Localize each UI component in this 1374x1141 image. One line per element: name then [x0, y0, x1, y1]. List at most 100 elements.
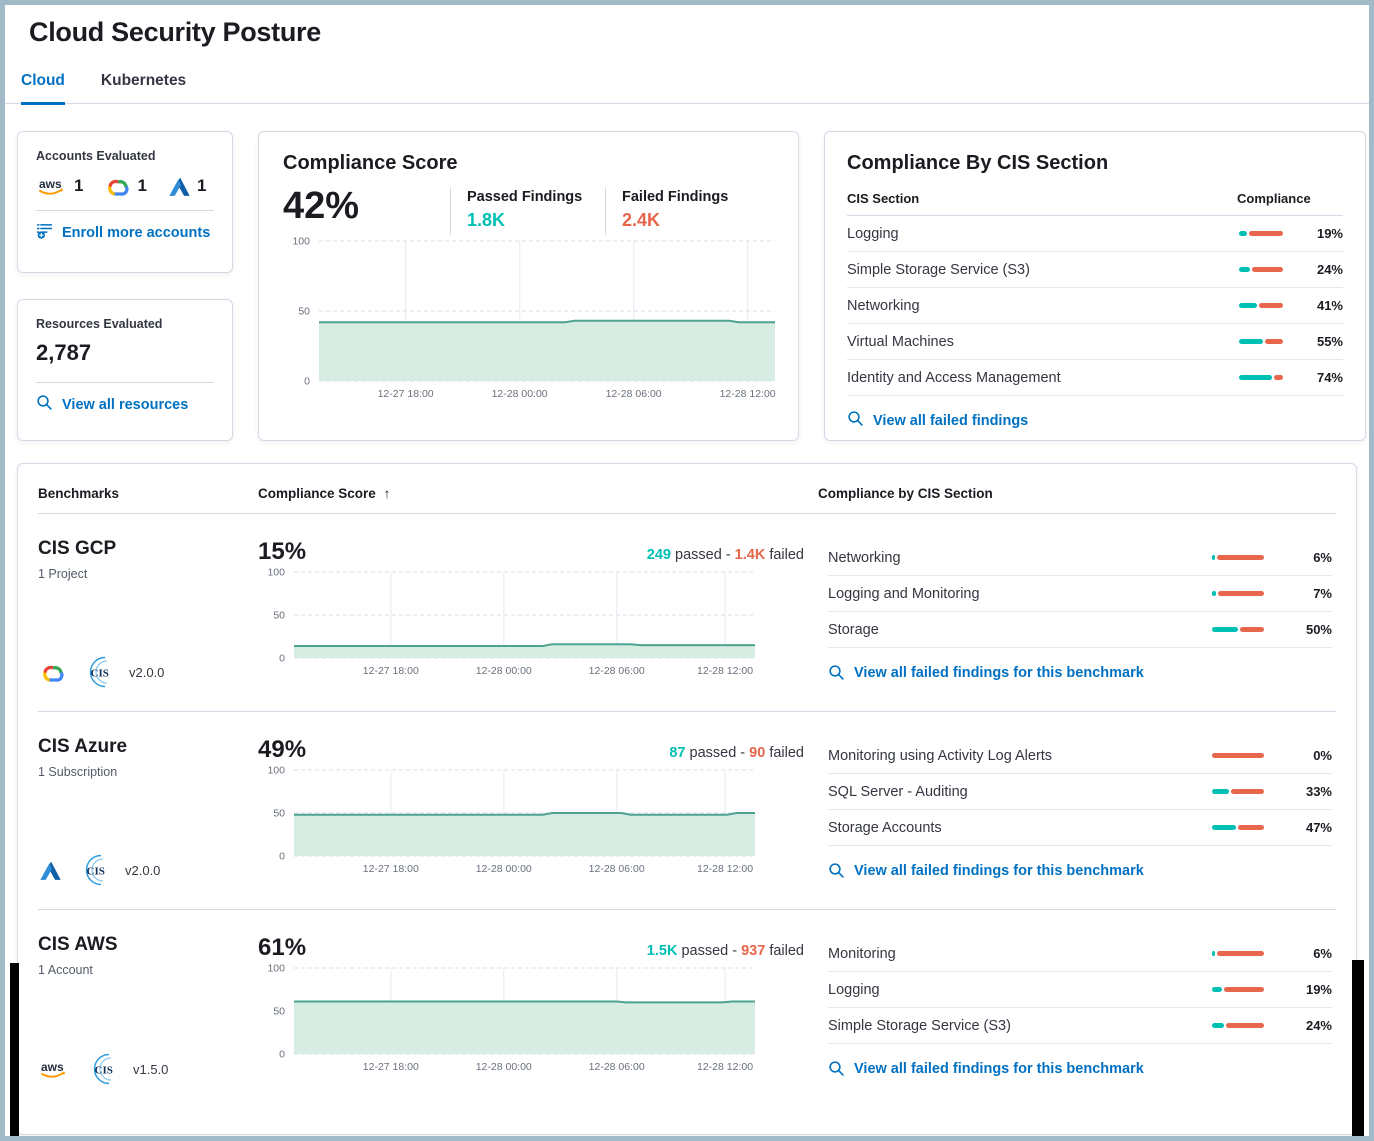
cis-section-name: Virtual Machines — [847, 333, 954, 350]
search-icon — [36, 394, 53, 415]
svg-text:12-28 06:00: 12-28 06:00 — [589, 863, 645, 875]
benchmark-info: CIS Azure 1 Subscription CIS v2.0.0 — [38, 736, 258, 893]
cis-section-row: Networking 41% — [847, 288, 1343, 324]
compliance-percent: 0% — [1313, 748, 1332, 763]
view-failed-findings-benchmark-link[interactable]: View all failed findings for this benchm… — [828, 664, 1144, 681]
cis-logo-icon: CIS — [93, 1053, 113, 1085]
cis-section-name: Logging — [828, 981, 880, 998]
cis-section-name: Simple Storage Service (S3) — [828, 1017, 1011, 1034]
compliance-mini-bar — [1239, 339, 1283, 344]
cis-section-row: Logging 19% — [828, 972, 1332, 1008]
enroll-more-accounts-link[interactable]: Enroll more accounts — [36, 222, 210, 243]
benchmark-sections-cell: Networking 6% Logging and Monitoring 7% … — [818, 538, 1336, 695]
passed-findings-stat: Passed Findings 1.8K — [450, 187, 605, 235]
svg-text:12-28 12:00: 12-28 12:00 — [697, 665, 753, 677]
compliance-score-card: Compliance Score 42% Passed Findings 1.8… — [258, 131, 799, 441]
tab-kubernetes[interactable]: Kubernetes — [100, 72, 187, 89]
cis-section-row: Identity and Access Management 74% — [847, 360, 1343, 396]
cis-logo-icon: CIS — [89, 656, 109, 688]
left-summary-column: Accounts Evaluated aws 1 1 1 Enroll more… — [17, 131, 233, 441]
benchmark-score: 61% — [258, 934, 307, 961]
aws-logo-icon: aws — [41, 1060, 65, 1078]
failed-findings-stat: Failed Findings 2.4K — [605, 187, 760, 235]
list-add-icon — [36, 224, 53, 239]
cis-section-name: Monitoring — [828, 945, 896, 962]
cis-section-row: SQL Server - Auditing 33% — [828, 774, 1332, 810]
failed-findings-value: 2.4K — [622, 210, 661, 230]
view-all-resources-link[interactable]: View all resources — [36, 394, 188, 415]
summary-row: Accounts Evaluated aws 1 1 1 Enroll more… — [17, 131, 1366, 441]
svg-text:0: 0 — [279, 851, 285, 863]
compliance-score-title: Compliance Score — [283, 152, 458, 174]
benchmark-score-cell: 61% 1.5K passed - 937 failed 0 50 100 12-27… — [258, 934, 818, 1092]
svg-text:12-28 06:00: 12-28 06:00 — [606, 388, 662, 400]
compliance-percent: 7% — [1313, 586, 1332, 601]
cis-section-name: SQL Server - Auditing — [828, 783, 968, 800]
cis-section-name: Logging — [847, 225, 899, 242]
divider — [36, 382, 214, 383]
svg-text:12-28 00:00: 12-28 00:00 — [476, 665, 532, 677]
cis-section-name: Logging and Monitoring — [828, 585, 980, 602]
cloud-security-posture-page: Cloud Security Posture Cloud Kubernetes … — [5, 5, 1369, 1135]
aws-logo-icon: aws — [39, 177, 63, 195]
svg-text:aws: aws — [41, 1060, 64, 1074]
compliance-percent: 6% — [1313, 550, 1332, 565]
compliance-mini-bar — [1212, 555, 1264, 560]
cis-section-row: Networking 6% — [828, 540, 1332, 576]
cis-section-row: Monitoring 6% — [828, 936, 1332, 972]
compliance-percent: 74% — [1316, 370, 1343, 385]
gcp-logo-icon — [108, 179, 129, 196]
svg-text:50: 50 — [273, 1006, 285, 1018]
compliance-percent: 19% — [1316, 226, 1343, 241]
divider — [36, 210, 214, 211]
compliance-mini-bar — [1212, 825, 1264, 830]
screen-edge-artifact — [1352, 960, 1364, 1136]
tab-cloud[interactable]: Cloud — [21, 72, 65, 105]
list-add-icon — [36, 222, 53, 243]
benchmark-name: CIS Azure — [38, 736, 128, 757]
benchmark-name: CIS GCP — [38, 538, 117, 559]
benchmark-scope: 1 Project — [38, 567, 88, 581]
svg-text:12-28 06:00: 12-28 06:00 — [589, 1061, 645, 1073]
compliance-mini-bar — [1212, 951, 1264, 956]
svg-text:100: 100 — [292, 236, 310, 248]
benchmark-row-aws: CIS AWS 1 Account aws CIS v1.5.0 61% 1.5… — [38, 910, 1336, 1108]
resources-evaluated-card: Resources Evaluated 2,787 View all resou… — [17, 299, 233, 441]
findings-stats: Passed Findings 1.8K Failed Findings 2.4… — [450, 187, 760, 235]
view-failed-findings-benchmark-link[interactable]: View all failed findings for this benchm… — [828, 1060, 1144, 1077]
benchmark-sections-cell: Monitoring using Activity Log Alerts 0% … — [818, 736, 1336, 893]
benchmark-row-gcp: CIS GCP 1 Project CIS v2.0.0 15% 249 pas… — [38, 514, 1336, 712]
svg-text:50: 50 — [298, 306, 310, 318]
overall-compliance-score: 42% — [283, 185, 360, 227]
svg-text:50: 50 — [273, 808, 285, 820]
provider-account-aws: aws 1 — [36, 175, 83, 198]
compliance-mini-bar — [1212, 1023, 1264, 1028]
benchmark-version: v2.0.0 — [129, 664, 165, 680]
compliance-percent: 6% — [1313, 946, 1332, 961]
cis-section-row: Simple Storage Service (S3) 24% — [828, 1008, 1332, 1044]
view-failed-findings-benchmark-link[interactable]: View all failed findings for this benchm… — [828, 862, 1144, 879]
benchmark-score-cell: 15% 249 passed - 1.4K failed 0 50 100 12-27… — [258, 538, 818, 695]
col-compliance-score-sortable[interactable]: Compliance Score ↑ — [258, 486, 391, 501]
score-summary: 42% Passed Findings 1.8K Failed Findings… — [283, 185, 774, 235]
svg-text:100: 100 — [267, 567, 285, 579]
account-count: 1 — [196, 176, 207, 195]
svg-text:100: 100 — [267, 963, 285, 975]
cis-section-row: Virtual Machines 55% — [847, 324, 1343, 360]
svg-text:12-27 18:00: 12-27 18:00 — [378, 388, 434, 400]
cis-section-name: Storage Accounts — [828, 819, 942, 836]
svg-text:12-28 06:00: 12-28 06:00 — [589, 665, 645, 677]
benchmark-logos: CIS v2.0.0 — [38, 653, 258, 695]
compliance-percent: 50% — [1305, 622, 1332, 637]
cis-section-row: Simple Storage Service (S3) 24% — [847, 252, 1343, 288]
provider-account-gcp: 1 — [103, 174, 147, 198]
resources-evaluated-label: Resources Evaluated — [36, 317, 163, 331]
search-icon — [829, 1061, 844, 1076]
benchmark-trend-chart: 0 50 100 12-27 18:00 12-28 00:00 12-28 06:00 1… — [258, 764, 818, 891]
view-all-failed-findings-link[interactable]: View all failed findings — [847, 410, 1028, 431]
col-benchmarks: Benchmarks — [38, 486, 120, 501]
cis-section-name: Monitoring using Activity Log Alerts — [828, 747, 1053, 764]
provider-counts: aws 1 1 1 — [36, 174, 214, 198]
passed-failed-summary: 249 passed - 1.4K failed — [646, 547, 804, 563]
cis-section-name: Identity and Access Management — [847, 369, 1061, 386]
